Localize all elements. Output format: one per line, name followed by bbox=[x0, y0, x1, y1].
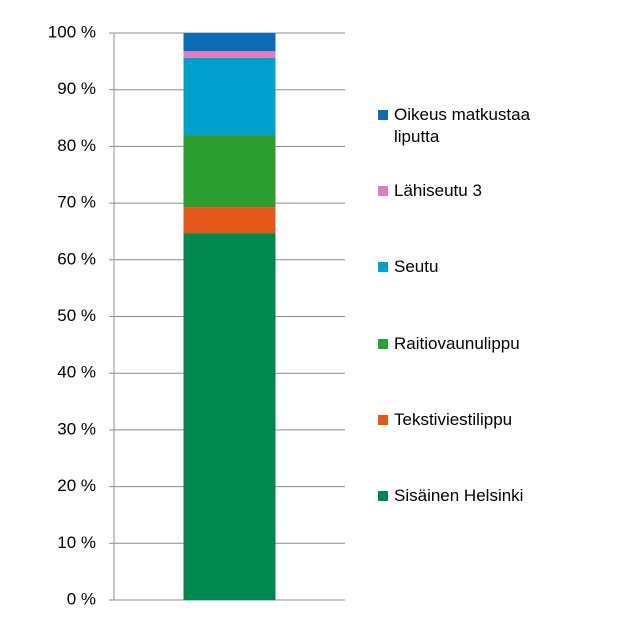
legend-label: Sisäinen Helsinki bbox=[394, 486, 524, 505]
y-tick-label: 90 % bbox=[57, 79, 96, 98]
legend-swatch bbox=[378, 186, 388, 197]
legend-item: Sisäinen Helsinki bbox=[378, 485, 588, 507]
legend-label: Raitiovaunulippu bbox=[394, 333, 520, 353]
y-tick-label: 20 % bbox=[57, 476, 96, 495]
legend-item: Tekstiviestilippu bbox=[378, 409, 588, 431]
legend-label: Lähiseutu 3 bbox=[394, 181, 482, 201]
legend-label: Seutu bbox=[394, 257, 439, 277]
y-tick-label: 30 % bbox=[57, 419, 96, 438]
legend-label: Oikeus matkustaa liputta bbox=[394, 105, 531, 146]
legend-item: Oikeus matkustaa liputta bbox=[378, 104, 588, 148]
bar-segment bbox=[183, 135, 276, 208]
legend-swatch bbox=[378, 338, 388, 349]
legend-label: Tekstiviestilippu bbox=[394, 409, 513, 429]
y-tick-label: 100 % bbox=[48, 22, 96, 41]
y-tick-label: 50 % bbox=[57, 306, 96, 325]
y-tick-label: 40 % bbox=[57, 363, 96, 382]
bar-segment bbox=[183, 33, 276, 52]
y-tick-label: 70 % bbox=[57, 193, 96, 212]
bar-segment bbox=[183, 57, 276, 136]
legend-item: Lähiseutu 3 bbox=[378, 180, 588, 202]
legend-item: Raitiovaunulippu bbox=[378, 333, 588, 355]
y-tick-label: 10 % bbox=[57, 533, 96, 552]
bar-segment bbox=[183, 207, 276, 234]
legend-swatch bbox=[378, 414, 388, 425]
y-tick-label: 80 % bbox=[57, 136, 96, 155]
bar-segment bbox=[183, 233, 276, 600]
y-tick-label: 60 % bbox=[57, 249, 96, 268]
legend-item: Seutu bbox=[378, 256, 588, 278]
legend-swatch bbox=[378, 491, 388, 501]
legend-swatch bbox=[378, 110, 388, 120]
legend-swatch bbox=[378, 262, 388, 273]
y-tick-label: 0 % bbox=[67, 589, 96, 608]
bar-segment bbox=[183, 51, 276, 58]
